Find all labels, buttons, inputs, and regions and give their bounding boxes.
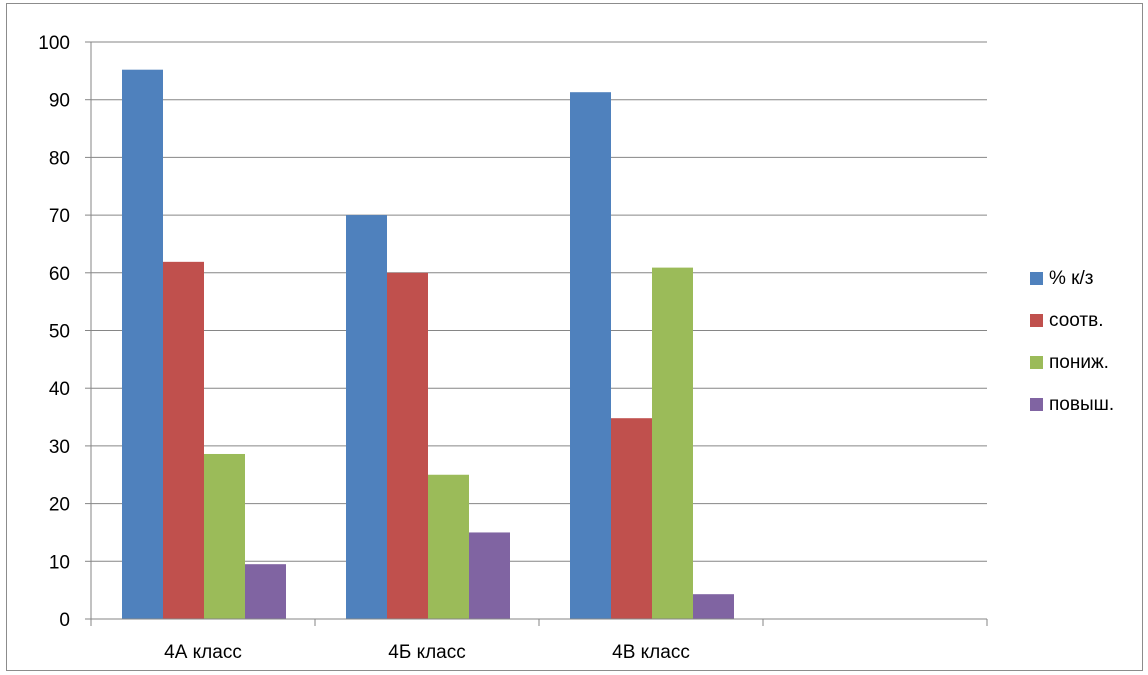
bar-3-3	[652, 267, 693, 619]
legend: % к/з соотв. пониж. повыш.	[1030, 268, 1114, 415]
y-tick-label: 50	[49, 322, 70, 343]
legend-swatch-2	[1030, 314, 1043, 327]
bar-2-1	[163, 261, 204, 619]
x-category-label: 4А класс	[164, 642, 242, 663]
y-tick-label: 10	[49, 552, 70, 573]
bar-4-1	[245, 564, 286, 619]
x-category-label: 4Б класс	[388, 642, 466, 663]
legend-swatch-1	[1030, 272, 1043, 285]
y-tick-label: 80	[49, 148, 70, 169]
labels: 0 10 20 30 40 50 60 70 80 90 100 4А класс 4Б класс 4В…	[38, 33, 690, 663]
bar-1-2	[346, 215, 387, 619]
y-tick-label: 70	[49, 206, 70, 227]
axes	[85, 41, 988, 626]
bar-3-1	[204, 453, 245, 619]
bars	[122, 69, 734, 620]
x-category-label: 4В класс	[612, 642, 690, 663]
y-tick-label: 30	[49, 437, 70, 458]
legend-label-4: повыш.	[1049, 394, 1114, 415]
legend-label-1: % к/з	[1049, 268, 1093, 289]
bar-1-3	[570, 92, 611, 620]
legend-label-2: соотв.	[1049, 310, 1104, 331]
bar-2-2	[387, 272, 428, 619]
legend-label-3: пониж.	[1049, 352, 1109, 373]
y-tick-label: 40	[49, 379, 70, 400]
y-tick-label: 90	[49, 91, 70, 112]
y-tick-label: 100	[38, 33, 70, 54]
y-tick-label: 20	[49, 495, 70, 516]
bar-2-3	[611, 418, 652, 619]
legend-swatch-3	[1030, 356, 1043, 369]
bar-4-2	[469, 532, 510, 619]
bar-3-2	[428, 474, 469, 619]
y-tick-label: 0	[59, 610, 70, 631]
y-tick-label: 60	[49, 264, 70, 285]
bar-1-1	[122, 69, 163, 620]
legend-swatch-4	[1030, 398, 1043, 411]
bar-4-3	[693, 594, 734, 619]
